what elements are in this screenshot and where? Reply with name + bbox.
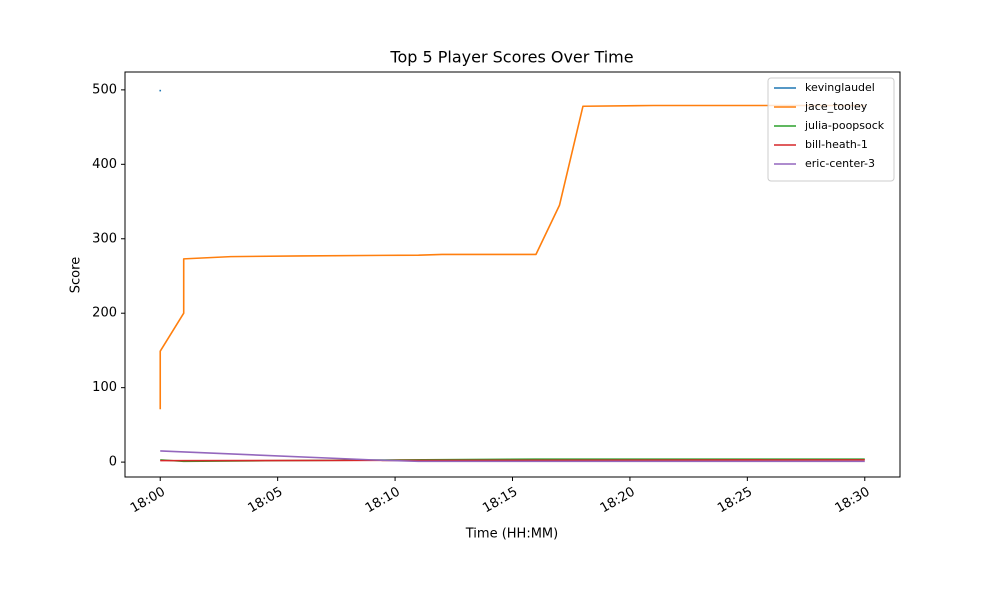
plot-frame (124, 71, 901, 478)
legend-label: bill-heath-1 (805, 138, 868, 151)
chart-title: Top 5 Player Scores Over Time (389, 48, 633, 67)
y-tick-label: 0 (109, 455, 117, 470)
series-line (160, 459, 865, 462)
x-tick-label: 18:30 (833, 485, 873, 517)
legend-label: jace_tooley (804, 100, 868, 113)
legend-label: julia-poopsock (804, 119, 885, 132)
x-tick-label: 18:05 (245, 485, 285, 517)
legend: kevinglaudel jace_tooley julia-poopsock bil… (767, 77, 895, 182)
x-tick-label: 18:20 (598, 485, 638, 517)
y-tick-label: 300 (92, 231, 117, 246)
x-axis-label: Time (HH:MM) (465, 527, 558, 542)
y-tick-label: 400 (92, 157, 117, 172)
legend-label: eric-center-3 (805, 157, 875, 170)
legend-label: kevinglaudel (805, 81, 875, 94)
x-tick-label: 18:15 (480, 485, 520, 517)
y-tick-label: 200 (92, 306, 117, 321)
series-line (160, 450, 865, 463)
x-tick-label: 18:10 (363, 485, 403, 517)
series-line (159, 104, 865, 410)
x-tick-label: 18:25 (715, 485, 755, 517)
legend-box (767, 77, 895, 182)
y-tick-label: 100 (92, 380, 117, 395)
y-tick-label: 500 (92, 82, 117, 97)
y-axis-label: Score (69, 257, 84, 293)
x-tick-label: 18:00 (128, 485, 168, 517)
